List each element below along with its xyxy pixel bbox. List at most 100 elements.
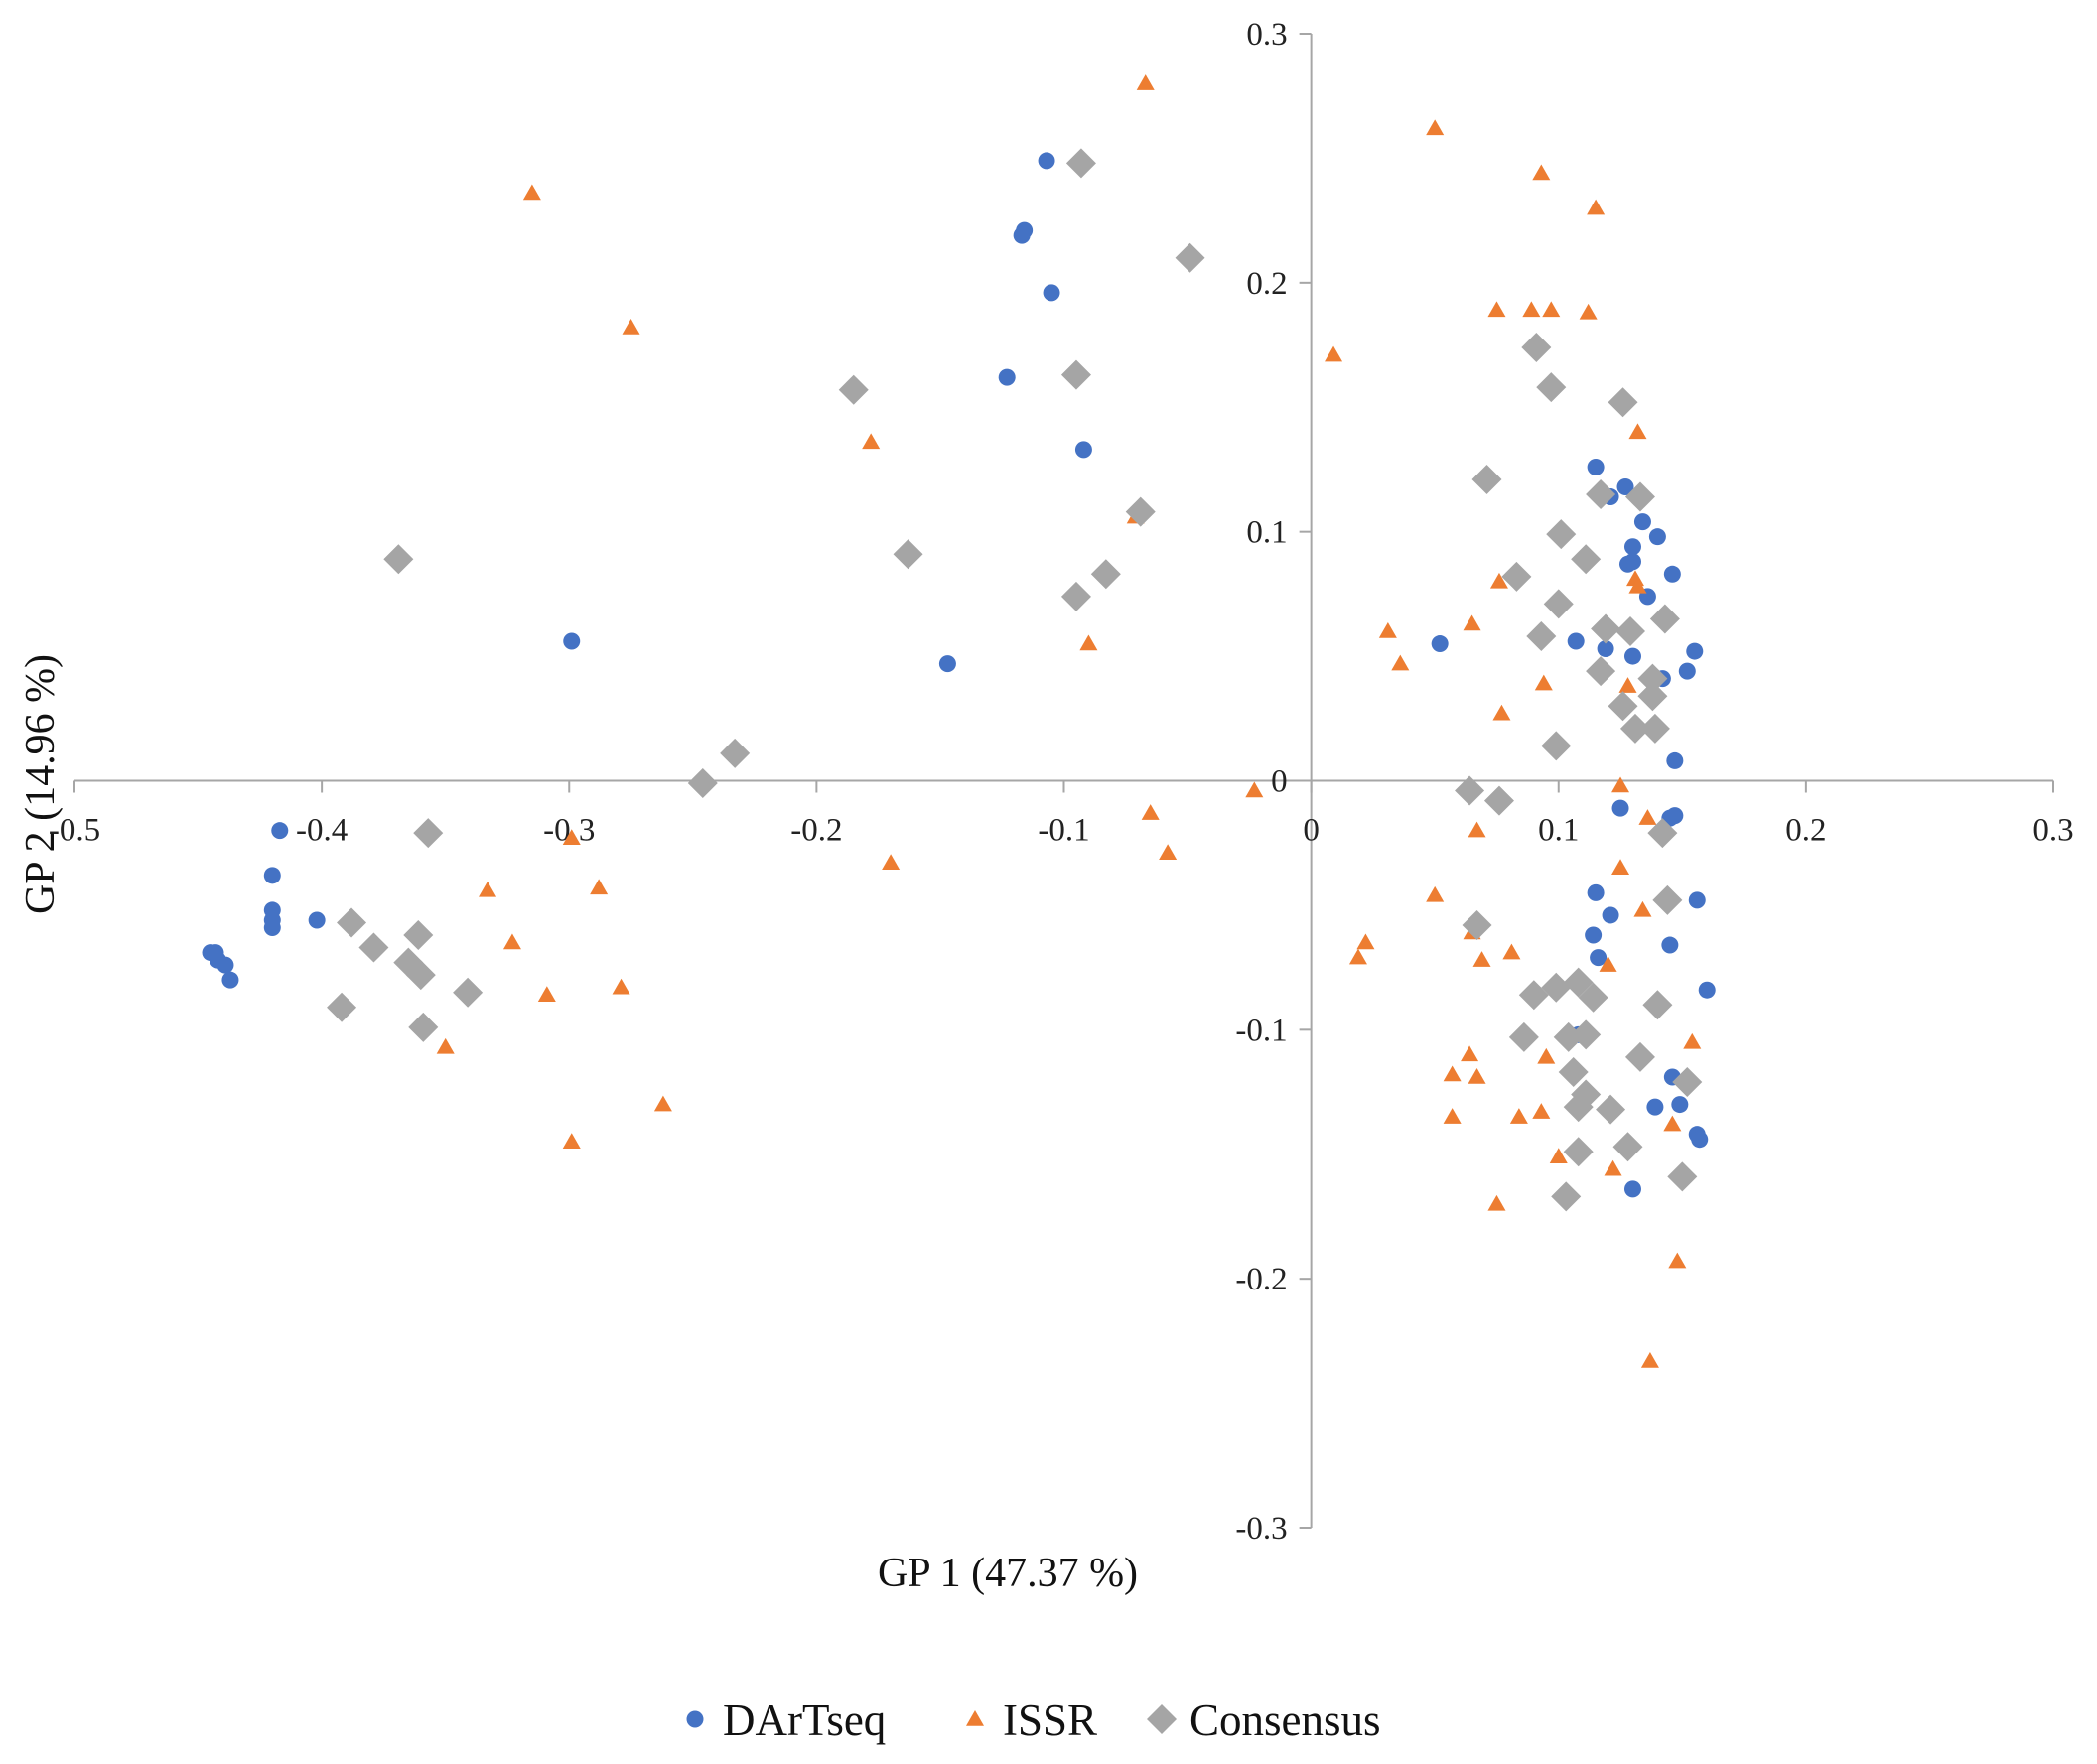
consensus-point [1637, 681, 1668, 712]
dartseq-point [263, 901, 281, 919]
consensus-point [1667, 1161, 1698, 1192]
consensus-point [838, 374, 869, 405]
consensus-point [687, 768, 718, 799]
issr-point [1604, 1159, 1622, 1176]
dartseq-point [1663, 565, 1681, 583]
issr-point [1443, 1108, 1462, 1124]
issr-point [1463, 614, 1481, 631]
consensus-point [453, 977, 484, 1008]
dartseq-point [1661, 936, 1679, 954]
consensus-point [1578, 982, 1608, 1013]
issr-point [1668, 1252, 1687, 1269]
issr-point [1640, 1351, 1659, 1368]
issr-point [1426, 885, 1445, 902]
issr-point [1611, 776, 1630, 793]
dartseq-point [1698, 981, 1716, 999]
x-tick-label: 0.2 [1785, 813, 1826, 849]
consensus-point [1563, 1137, 1594, 1167]
consensus-point [1637, 663, 1668, 694]
issr-point [1587, 199, 1606, 215]
issr-point [436, 1037, 455, 1054]
issr-point [1532, 1103, 1551, 1119]
consensus-point [1619, 713, 1650, 744]
dartseq-point [1688, 891, 1706, 909]
dartseq-point [216, 956, 234, 974]
issr-point [1522, 301, 1541, 318]
consensus-point [1571, 1019, 1602, 1050]
dartseq-point [1623, 1180, 1641, 1198]
dartseq-point [1602, 906, 1619, 924]
issr-point [1611, 859, 1630, 876]
dartseq-point [1616, 478, 1634, 496]
legend-issr-label: ISSR [1003, 1696, 1097, 1745]
consensus-point [1060, 359, 1091, 390]
consensus-point [1608, 387, 1638, 418]
issr-point [479, 881, 497, 897]
consensus-point [1471, 464, 1502, 494]
dartseq-point [1567, 632, 1585, 650]
dartseq-point [263, 867, 281, 884]
dartseq-point [1597, 640, 1614, 658]
dartseq-point [1686, 642, 1704, 660]
legend-consensus-marker [1147, 1704, 1177, 1734]
y-tick-label: -0.1 [1235, 1013, 1287, 1048]
issr-point [1534, 674, 1553, 691]
dartseq-point [271, 822, 289, 840]
issr-point [1492, 704, 1511, 721]
dartseq-point [221, 971, 239, 989]
consensus-point [1586, 656, 1616, 687]
issr-point [1325, 345, 1343, 362]
issr-point [1638, 809, 1657, 825]
y-tick-label: 0 [1271, 764, 1288, 800]
consensus-point [1624, 481, 1655, 512]
series-issr [436, 74, 1702, 1368]
issr-point [537, 986, 556, 1002]
issr-point [882, 854, 901, 871]
consensus-point [1462, 909, 1492, 940]
consensus-point [358, 932, 389, 963]
consensus-point [1596, 1094, 1626, 1125]
issr-point [522, 184, 541, 201]
issr-point [1426, 119, 1445, 136]
x-tick-label: -0.5 [49, 813, 100, 849]
issr-point [1136, 74, 1155, 90]
issr-point [862, 433, 881, 450]
issr-point [1489, 572, 1508, 589]
consensus-point [893, 539, 923, 570]
dartseq-point [1623, 538, 1641, 556]
consensus-point [1586, 479, 1616, 510]
issr-point [1468, 821, 1486, 838]
x-tick-label: -0.2 [790, 813, 842, 849]
consensus-point [1639, 713, 1670, 744]
x-axis-title: GP 1 (47.37 %) [878, 1551, 1138, 1596]
issr-point [562, 829, 581, 845]
issr-point [1348, 948, 1367, 965]
dartseq-point [1038, 152, 1055, 170]
consensus-point [1060, 581, 1091, 611]
consensus-point [405, 960, 436, 991]
legend: DArTseq ISSR Consensus [686, 1696, 1381, 1745]
legend-consensus-label: Consensus [1189, 1696, 1381, 1745]
dartseq-point [1074, 441, 1092, 459]
issr-point [1468, 1067, 1486, 1084]
issr-point [1579, 303, 1598, 320]
dartseq-point [938, 655, 956, 673]
y-tick-label: 0.2 [1246, 266, 1287, 302]
consensus-point [720, 738, 751, 768]
consensus-point [1090, 559, 1121, 590]
issr-point [1633, 900, 1652, 917]
dartseq-point [1587, 883, 1605, 901]
y-tick-label: -0.2 [1235, 1262, 1287, 1297]
issr-point [612, 978, 630, 995]
dartseq-point [1623, 553, 1641, 571]
dartseq-point [1646, 1098, 1664, 1116]
dartseq-point [1671, 1096, 1689, 1114]
consensus-point [1614, 616, 1645, 646]
dartseq-point [1691, 1131, 1709, 1149]
consensus-point [1551, 1181, 1582, 1212]
issr-point [1245, 781, 1264, 798]
dartseq-point [1633, 513, 1651, 531]
dartseq-point [1611, 799, 1629, 817]
consensus-point [1649, 604, 1680, 634]
